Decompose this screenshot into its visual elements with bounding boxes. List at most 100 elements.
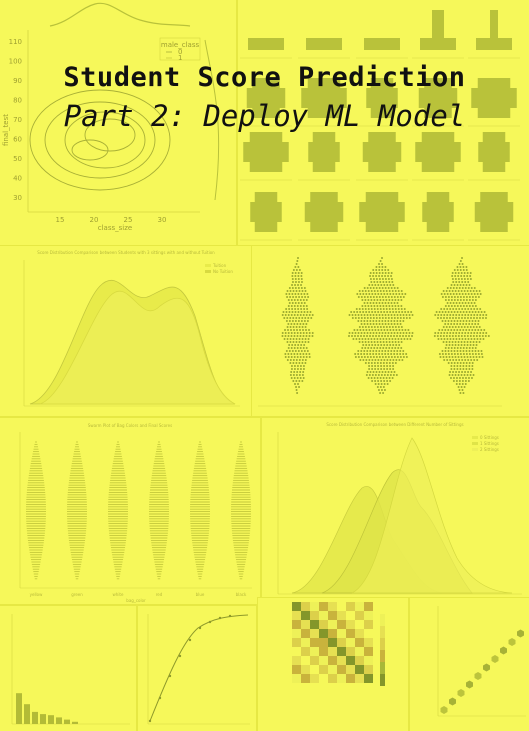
swarm-point <box>465 323 468 325</box>
swarm-point <box>487 335 490 337</box>
swarm-point <box>291 275 294 277</box>
swarm-point <box>361 326 364 328</box>
swarm-point <box>365 359 368 361</box>
violin-segment <box>308 142 340 152</box>
swarm-point <box>293 305 296 307</box>
swarm-point <box>381 323 384 325</box>
heatmap-cell <box>346 638 355 647</box>
swarm-point <box>383 368 386 370</box>
swarm-point <box>305 305 308 307</box>
swarm-point <box>449 359 452 361</box>
violin-segment <box>471 88 517 98</box>
swarm-point <box>357 320 360 322</box>
swarm-point <box>392 365 395 367</box>
swarm-point <box>397 290 400 292</box>
swarm-point <box>438 329 441 331</box>
swarm-point <box>451 317 454 319</box>
swarm-point <box>395 329 398 331</box>
swarm-point <box>305 323 308 325</box>
swarm-point <box>362 329 365 331</box>
swarm-point <box>409 338 412 340</box>
heatmap-cell <box>337 629 346 638</box>
swarm-point <box>453 329 456 331</box>
swarm-point <box>467 377 470 379</box>
swarm-point <box>382 281 385 283</box>
swarm-point <box>291 278 294 280</box>
swarm-point <box>387 371 390 373</box>
swarm-point <box>441 320 444 322</box>
swarm-point <box>458 281 461 283</box>
swarm-point <box>290 314 293 316</box>
swarm-point <box>465 305 468 307</box>
swarm-point <box>303 287 306 289</box>
swarm-point <box>298 359 301 361</box>
swarm-point <box>402 332 405 334</box>
swarm-point <box>380 284 383 286</box>
swarm-point <box>383 365 386 367</box>
swarm-point <box>391 377 394 379</box>
violin-segment <box>306 38 342 50</box>
swarm-point <box>374 329 377 331</box>
swarm-point <box>385 308 388 310</box>
swarm-point <box>391 299 394 301</box>
swarm-point <box>299 323 302 325</box>
swarm-point <box>382 299 385 301</box>
swarm-point <box>371 374 374 376</box>
swarm-point <box>357 317 360 319</box>
swarm-point <box>471 305 474 307</box>
swarm-point <box>451 335 454 337</box>
swarm-point <box>455 302 458 304</box>
swarm-point <box>376 386 379 388</box>
swarm-point <box>290 356 293 358</box>
swarm-point <box>462 350 465 352</box>
swarm-point <box>450 323 453 325</box>
swarm-point <box>380 380 383 382</box>
swarm-point <box>480 329 483 331</box>
heatmap-cell <box>310 656 319 665</box>
swarm-point <box>399 323 402 325</box>
swarm-point <box>363 296 366 298</box>
swarm-point <box>462 284 465 286</box>
swarm-point <box>372 320 375 322</box>
violin-segment <box>368 162 396 172</box>
violin-segment <box>418 88 458 98</box>
swarm-point <box>354 314 357 316</box>
heatmap-cell <box>301 656 310 665</box>
swarm-point <box>473 338 476 340</box>
swarm-point <box>348 335 351 337</box>
swarm-point <box>474 296 477 298</box>
swarm-point <box>464 359 467 361</box>
swarm-point <box>302 368 305 370</box>
heatmap-cell <box>301 638 310 647</box>
swarm-point <box>462 392 465 394</box>
swarm-point <box>391 326 394 328</box>
swarm-point <box>305 335 308 337</box>
swarm-point <box>302 314 305 316</box>
swarm-point <box>303 320 306 322</box>
swarm-point <box>476 332 479 334</box>
swarm-point <box>381 296 384 298</box>
swarm-point <box>382 341 385 343</box>
swarm-point <box>406 338 409 340</box>
swarm-point <box>398 329 401 331</box>
swarm-point <box>381 272 384 274</box>
swarm-point <box>388 338 391 340</box>
swarm-point <box>397 347 400 349</box>
swarm-point <box>385 281 388 283</box>
swarm-point <box>373 299 376 301</box>
swarm-point <box>408 332 411 334</box>
swarm-point <box>456 353 459 355</box>
swarm-point <box>360 323 363 325</box>
swarm-point <box>373 326 376 328</box>
swarm-point <box>472 344 475 346</box>
swarm-point <box>295 290 298 292</box>
swarm-point <box>386 311 389 313</box>
swarm-point <box>444 296 447 298</box>
swarm-point <box>379 281 382 283</box>
swarm-point <box>372 356 375 358</box>
swarm-point <box>465 266 468 268</box>
violin-segment <box>474 212 514 222</box>
swarm-point <box>299 356 302 358</box>
swarm-point <box>378 296 381 298</box>
swarm-point <box>364 305 367 307</box>
